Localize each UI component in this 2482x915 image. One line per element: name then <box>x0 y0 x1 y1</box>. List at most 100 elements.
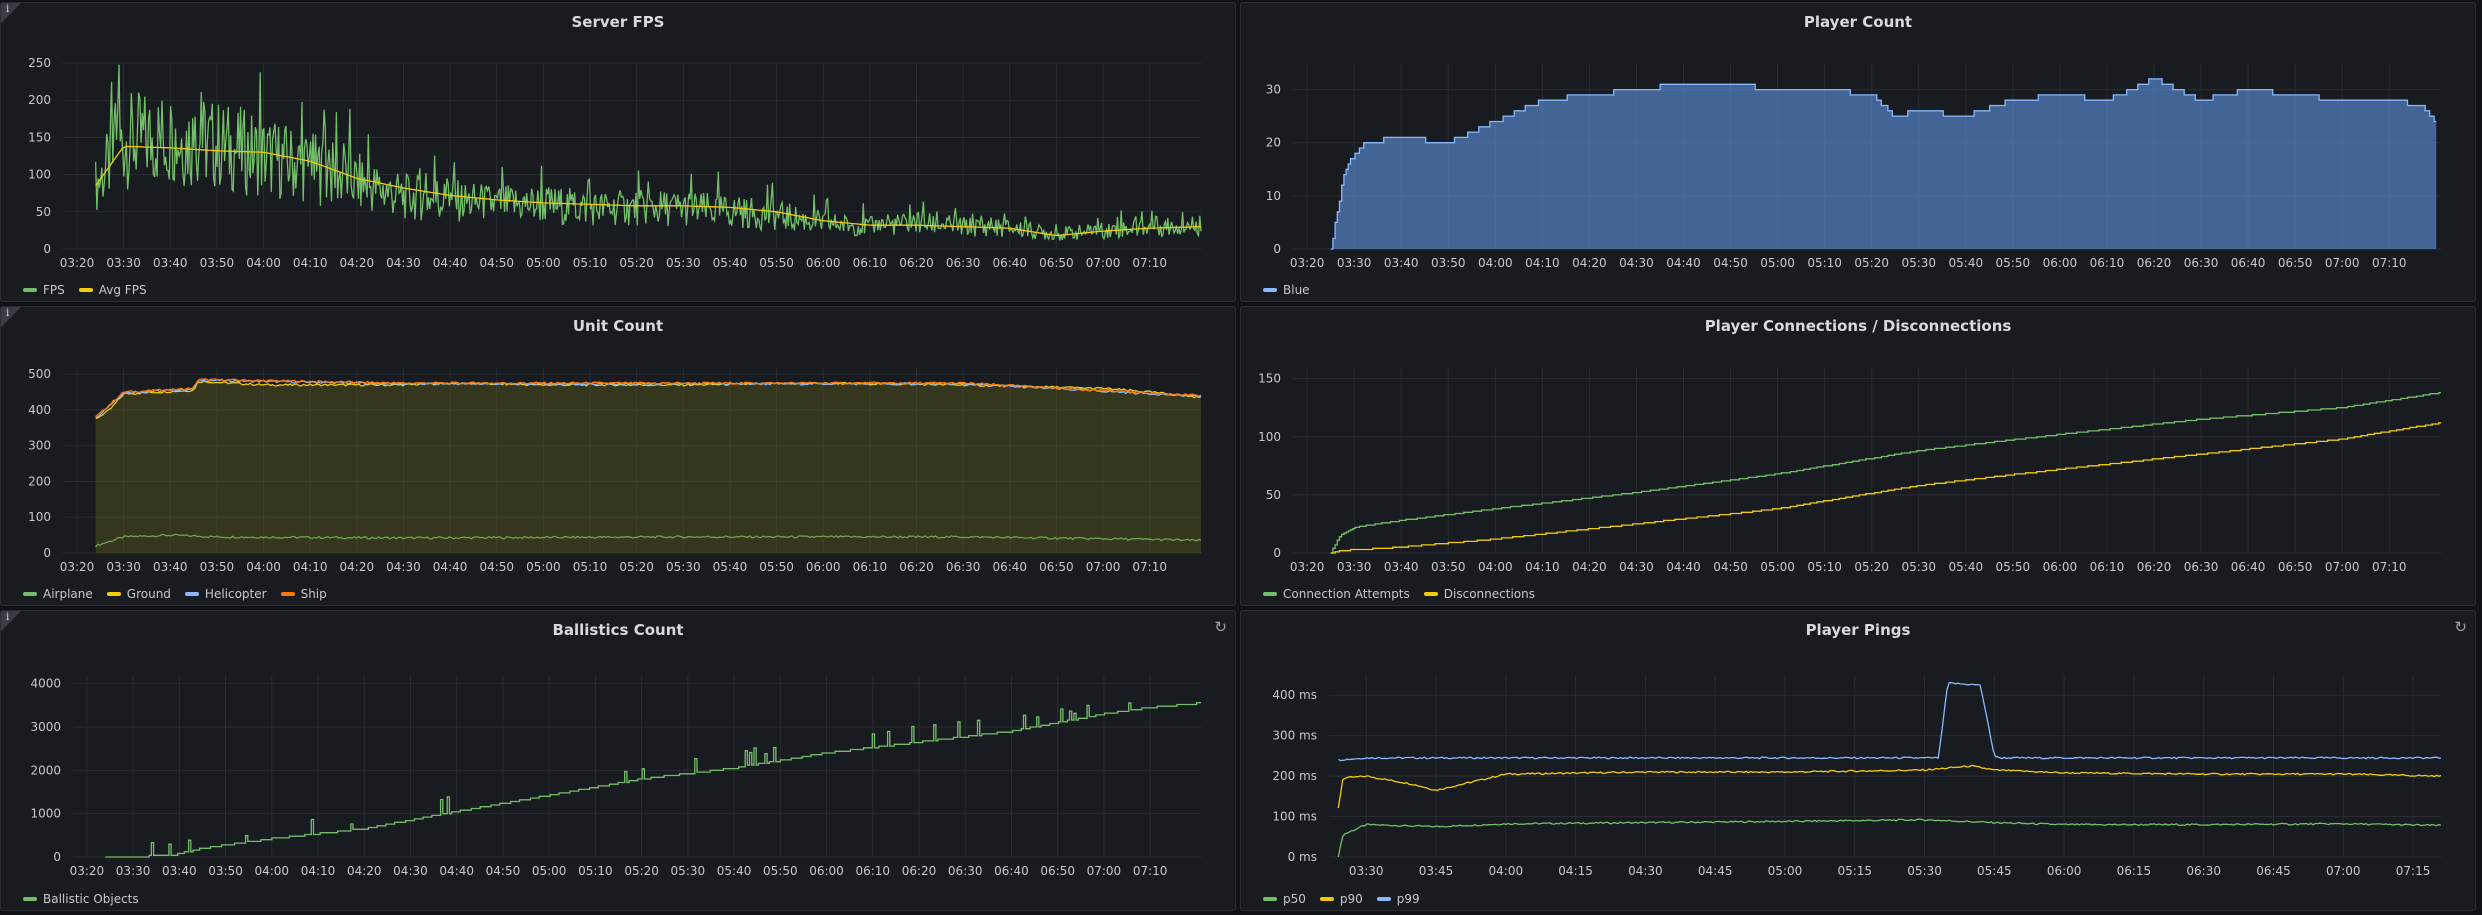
x-tick-label: 06:00 <box>806 256 841 270</box>
y-tick-label: 100 ms <box>1272 810 1317 824</box>
panel-unit-count: i Unit Count 0 100 200 300 400 500 03:20 03:30 0… <box>0 306 1236 606</box>
legend-label: Disconnections <box>1443 587 1535 601</box>
refresh-icon[interactable]: ↻ <box>2454 618 2467 636</box>
x-tick-label: 03:20 <box>60 256 95 270</box>
x-tick-label: 05:10 <box>573 256 608 270</box>
info-icon[interactable]: i <box>6 612 10 623</box>
x-tick-label: 05:00 <box>526 256 561 270</box>
legend-item[interactable]: Airplane <box>23 587 93 601</box>
legend-label: Helicopter <box>204 587 267 601</box>
x-tick-label: 06:10 <box>2090 256 2125 270</box>
x-tick-label: 05:10 <box>1807 256 1842 270</box>
x-tick-label: 06:10 <box>2090 560 2125 574</box>
legend-label: Avg FPS <box>98 283 147 297</box>
x-tick-label: 05:30 <box>1901 256 1936 270</box>
series-line-blue <box>1330 78 2437 250</box>
panel-title[interactable]: Ballistics Count <box>552 621 684 639</box>
legend-item[interactable]: p50 <box>1263 892 1306 906</box>
x-tick-label: 06:00 <box>2047 864 2082 878</box>
x-tick-label: 05:30 <box>666 256 701 270</box>
x-tick-label: 04:10 <box>301 864 336 878</box>
x-tick-label: 06:00 <box>2043 560 2078 574</box>
x-tick-label: 05:50 <box>759 560 794 574</box>
y-tick-label: 0 ms <box>1288 850 1317 864</box>
y-tick-label: 200 <box>28 93 51 107</box>
x-tick-label: 06:30 <box>2186 864 2221 878</box>
legend-item[interactable]: FPS <box>23 283 65 297</box>
y-tick-label: 100 <box>28 168 51 182</box>
legend-item[interactable]: Ballistic Objects <box>23 892 139 906</box>
x-tick-label: 05:00 <box>1760 256 1795 270</box>
connections-legend: Connection Attempts Disconnections <box>1263 587 1535 601</box>
legend-item[interactable]: p90 <box>1319 892 1363 906</box>
x-tick-label: 06:15 <box>2117 864 2152 878</box>
legend-item[interactable]: Ground <box>106 587 171 601</box>
panel-title[interactable]: Unit Count <box>572 317 664 335</box>
legend-swatch <box>1263 592 1277 596</box>
y-tick-label: 20 <box>1266 136 1281 150</box>
x-tick-label: 04:15 <box>1558 864 1593 878</box>
x-tick-label: 07:10 <box>1132 256 1167 270</box>
x-tick-label: 04:50 <box>1713 560 1748 574</box>
y-tick-label: 0 <box>1273 242 1281 256</box>
x-tick-label: 07:10 <box>2372 256 2407 270</box>
x-tick-label: 06:50 <box>2278 256 2313 270</box>
legend-item[interactable]: Ship <box>280 587 327 601</box>
legend-item[interactable]: p99 <box>1376 892 1420 906</box>
series-line-ship <box>95 378 1202 418</box>
legend-item[interactable]: Disconnections <box>1423 587 1535 601</box>
x-tick-label: 05:00 <box>1760 560 1795 574</box>
info-icon[interactable]: i <box>6 308 10 319</box>
x-tick-label: 06:50 <box>2278 560 2313 574</box>
legend-swatch <box>23 897 37 901</box>
refresh-icon[interactable]: ↻ <box>1214 618 1227 636</box>
legend-label: Blue <box>1283 283 1310 297</box>
legend-item[interactable]: Connection Attempts <box>1263 587 1410 601</box>
x-tick-label: 05:40 <box>1949 256 1984 270</box>
x-tick-label: 06:30 <box>946 256 981 270</box>
x-tick-label: 03:40 <box>1384 560 1419 574</box>
panel-corner[interactable] <box>1 3 21 23</box>
x-tick-label: 04:10 <box>1525 560 1560 574</box>
panel-title[interactable]: Server FPS <box>571 13 665 31</box>
x-tick-label: 04:00 <box>1478 560 1513 574</box>
legend-swatch <box>184 592 199 596</box>
x-tick-label: 05:30 <box>1901 560 1936 574</box>
x-tick-label: 05:30 <box>1907 864 1942 878</box>
y-tick-label: 200 ms <box>1272 769 1317 783</box>
x-tick-label: 04:40 <box>439 864 474 878</box>
x-tick-label: 04:20 <box>1572 256 1607 270</box>
x-tick-label: 03:20 <box>1290 560 1325 574</box>
info-icon[interactable]: i <box>6 4 10 15</box>
y-tick-label: 0 <box>43 546 51 560</box>
legend-item[interactable]: Blue <box>1263 283 1310 297</box>
panel-corner[interactable] <box>1 611 21 631</box>
legend-swatch <box>106 592 121 596</box>
x-tick-label: 03:20 <box>60 560 95 574</box>
x-tick-label: 03:40 <box>153 256 188 270</box>
x-tick-label: 03:40 <box>1384 256 1419 270</box>
panel-title[interactable]: Player Connections / Disconnections <box>1704 317 2012 335</box>
panel-title[interactable]: Player Pings <box>1805 621 1911 639</box>
legend-swatch <box>1263 897 1277 901</box>
x-tick-label: 03:50 <box>1431 256 1466 270</box>
panel-title[interactable]: Player Count <box>1803 13 1913 31</box>
legend-item[interactable]: Helicopter <box>184 587 267 601</box>
x-tick-label: 03:30 <box>1337 560 1372 574</box>
x-tick-label: 04:40 <box>433 256 468 270</box>
legend-item[interactable]: Avg FPS <box>78 283 147 297</box>
y-tick-label: 200 <box>28 474 51 488</box>
x-tick-label: 05:40 <box>713 560 748 574</box>
x-tick-label: 06:20 <box>902 864 937 878</box>
series-line-fps <box>94 64 1202 241</box>
x-tick-label: 03:50 <box>1431 560 1466 574</box>
y-tick-label: 50 <box>36 205 51 219</box>
y-tick-label: 10 <box>1266 189 1281 203</box>
panel-corner[interactable] <box>1 307 21 327</box>
pings-legend: p50 p90 p99 <box>1263 892 1420 906</box>
x-tick-label: 04:00 <box>1478 256 1513 270</box>
fps-legend: FPS Avg FPS <box>23 283 147 297</box>
x-tick-label: 03:45 <box>1419 864 1454 878</box>
x-tick-label: 04:30 <box>386 256 421 270</box>
players-chart: 0 10 20 30 03:20 03:30 03:40 03:50 04:00 04:10 04:… <box>1266 63 2441 270</box>
